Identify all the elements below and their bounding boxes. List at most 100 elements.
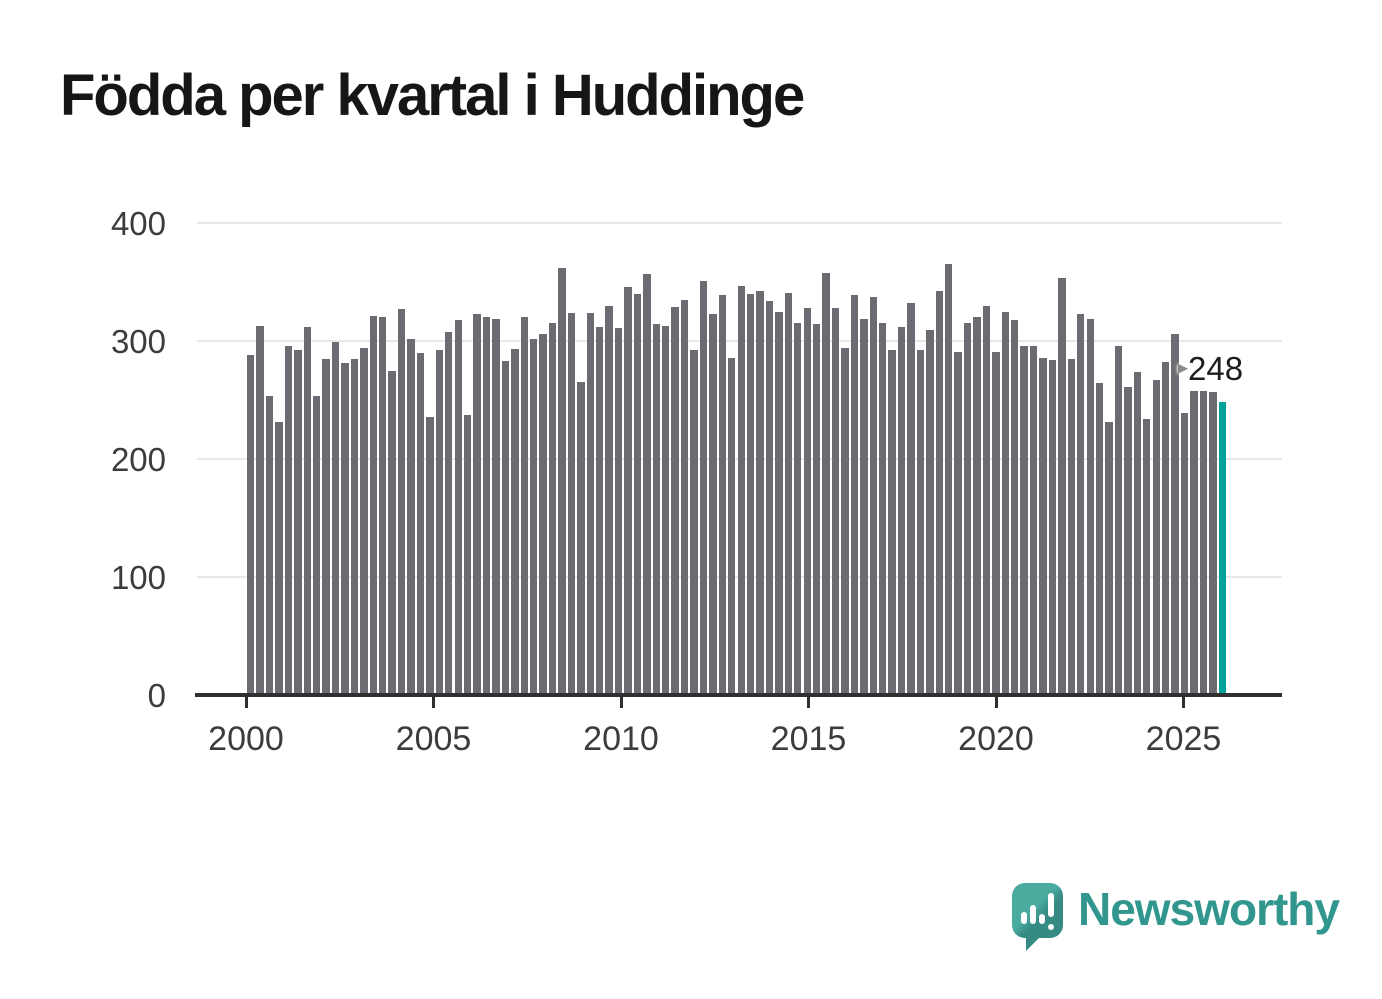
bar: [1077, 313, 1085, 695]
newsworthy-logo-icon: [1012, 883, 1063, 938]
x-tick-mark: [994, 697, 998, 708]
bar: [265, 396, 274, 695]
bar: [794, 323, 802, 695]
bar: [331, 342, 340, 695]
bar: [520, 317, 528, 695]
bar: [275, 422, 283, 695]
bar: [548, 323, 557, 695]
bar: [803, 307, 811, 695]
bar: [850, 294, 859, 695]
x-tick-mark: [619, 697, 623, 708]
bar: [1086, 318, 1094, 695]
chart-title: Födda per kvartal i Huddinge: [60, 63, 805, 128]
x-tick-mark: [432, 697, 435, 708]
bar: [699, 280, 708, 695]
x-tick-label: 2025: [1145, 720, 1222, 758]
bar: [1161, 362, 1170, 695]
bar: [1048, 359, 1057, 695]
bar: [945, 264, 953, 695]
logo-exclamation-dot-icon: [1048, 924, 1054, 930]
bar: [605, 305, 613, 695]
bar: [973, 317, 981, 695]
bar: [1114, 345, 1123, 695]
bar-highlighted: [1218, 402, 1226, 695]
bar: [511, 349, 519, 695]
bar: [765, 300, 774, 695]
bar: [454, 319, 462, 695]
bar: [1067, 358, 1076, 695]
y-tick-label: 400: [110, 205, 166, 242]
bar: [1199, 390, 1208, 695]
newsworthy-wordmark: Newsworthy: [1078, 883, 1340, 935]
bar: [1152, 379, 1160, 695]
bar: [822, 272, 830, 695]
bar: [812, 324, 821, 695]
bar: [435, 350, 444, 695]
bar: [1020, 345, 1028, 695]
speech-bubble-tail: [1026, 936, 1041, 951]
x-tick-mark: [244, 697, 248, 708]
bar: [1180, 412, 1189, 695]
bar: [1133, 371, 1142, 695]
bar: [313, 396, 321, 695]
bar: [662, 325, 670, 695]
bar: [860, 318, 868, 695]
logo-exclamation-icon: [1048, 893, 1054, 917]
bar: [473, 313, 481, 695]
bar: [935, 291, 943, 695]
bar: [652, 324, 660, 695]
annotation-value: 248: [1188, 350, 1244, 387]
bar: [360, 348, 368, 695]
bar: [1124, 387, 1132, 695]
bar: [397, 309, 406, 695]
bar: [671, 306, 679, 695]
x-tick-label: 2015: [770, 720, 847, 758]
bar: [341, 363, 349, 695]
bar: [247, 355, 255, 695]
bar: [1209, 391, 1217, 695]
bar: [539, 333, 547, 695]
y-tick-label: 300: [110, 323, 166, 360]
x-tick-label: 2005: [395, 720, 472, 758]
bar: [878, 323, 887, 695]
bar: [388, 370, 396, 695]
bar: [1029, 345, 1038, 695]
annotation-arrow-icon: ▸: [1178, 357, 1189, 379]
x-tick-label: 2020: [958, 720, 1034, 758]
bar: [1190, 390, 1198, 695]
bar: [1001, 311, 1009, 695]
bar: [718, 294, 727, 695]
bar: [426, 416, 434, 695]
bar: [596, 326, 604, 695]
bar: [709, 313, 717, 695]
bar: [982, 305, 991, 695]
bar: [379, 317, 387, 695]
bar: [643, 273, 651, 695]
bar: [907, 303, 915, 695]
bar: [577, 382, 585, 695]
x-tick-mark: [807, 697, 810, 708]
bar: [680, 299, 689, 695]
x-tick-mark: [1182, 697, 1185, 708]
bar: [586, 312, 594, 695]
bar: [1171, 333, 1179, 695]
bar: [954, 351, 962, 695]
y-tick-label: 100: [110, 559, 166, 596]
bar: [284, 345, 293, 695]
bar: [624, 286, 632, 695]
bar: [1095, 383, 1104, 695]
bar: [897, 326, 906, 695]
logo-bar-icon: [1030, 905, 1036, 924]
logo-bar-icon: [1039, 914, 1045, 924]
bar: [303, 326, 311, 695]
bar: [992, 351, 1000, 695]
bar: [567, 312, 576, 695]
logo-bar-icon: [1021, 912, 1027, 924]
bar: [463, 415, 472, 695]
bar: [737, 285, 745, 695]
bar: [1039, 357, 1047, 695]
bar: [1105, 422, 1113, 695]
x-tick-label: 2000: [208, 720, 284, 758]
bar: [492, 318, 500, 695]
